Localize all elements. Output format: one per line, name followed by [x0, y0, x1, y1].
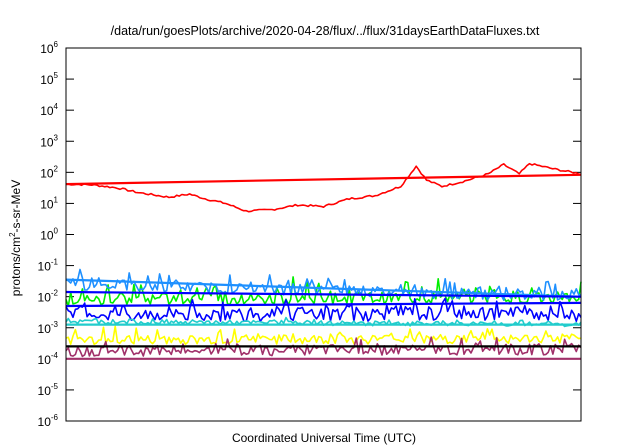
y-axis-ticks: 10-6 10-5 10-4 10-3 10-2 10-1 100 101 102 103 104 1… [38, 40, 581, 429]
y-tick-label: 106 [40, 40, 58, 56]
y-tick-label: 10-2 [38, 289, 59, 305]
y-tick-label: 10-6 [38, 413, 59, 429]
y-tick-label: 10-1 [38, 258, 59, 274]
y-tick-label: 10-3 [38, 320, 59, 336]
y-tick-label: 10-5 [38, 382, 59, 398]
chart-title: /data/run/goesPlots/archive/2020-04-28/f… [111, 24, 540, 38]
y-axis-label-part1: protons/cm [9, 237, 23, 296]
y-tick-label: 102 [40, 164, 58, 180]
y-axis-label-superscript: 2 [8, 232, 17, 237]
y-axis-label-part2: -s-sr-MeV [9, 180, 23, 233]
y-tick-label: 10-4 [38, 351, 59, 367]
series-red-data [65, 162, 582, 213]
series-blue-data [65, 297, 582, 323]
y-axis-label: protons/cm2-s-sr-MeV [8, 180, 23, 296]
series-cyan_blue-fit [65, 278, 582, 298]
series-yellow-data [65, 325, 582, 346]
y-tick-label: 101 [40, 195, 58, 211]
series-blue-fit [65, 301, 582, 308]
x-axis-label: Coordinated Universal Time (UTC) [232, 431, 416, 445]
series-red-fit [65, 173, 582, 186]
series-group [65, 162, 582, 360]
y-tick-label: 103 [40, 133, 58, 149]
series-blue-fit [65, 290, 582, 298]
y-tick-label: 105 [40, 71, 58, 87]
y-tick-label: 104 [40, 102, 58, 118]
y-tick-label: 100 [40, 227, 58, 243]
plot-frame [65, 47, 582, 422]
